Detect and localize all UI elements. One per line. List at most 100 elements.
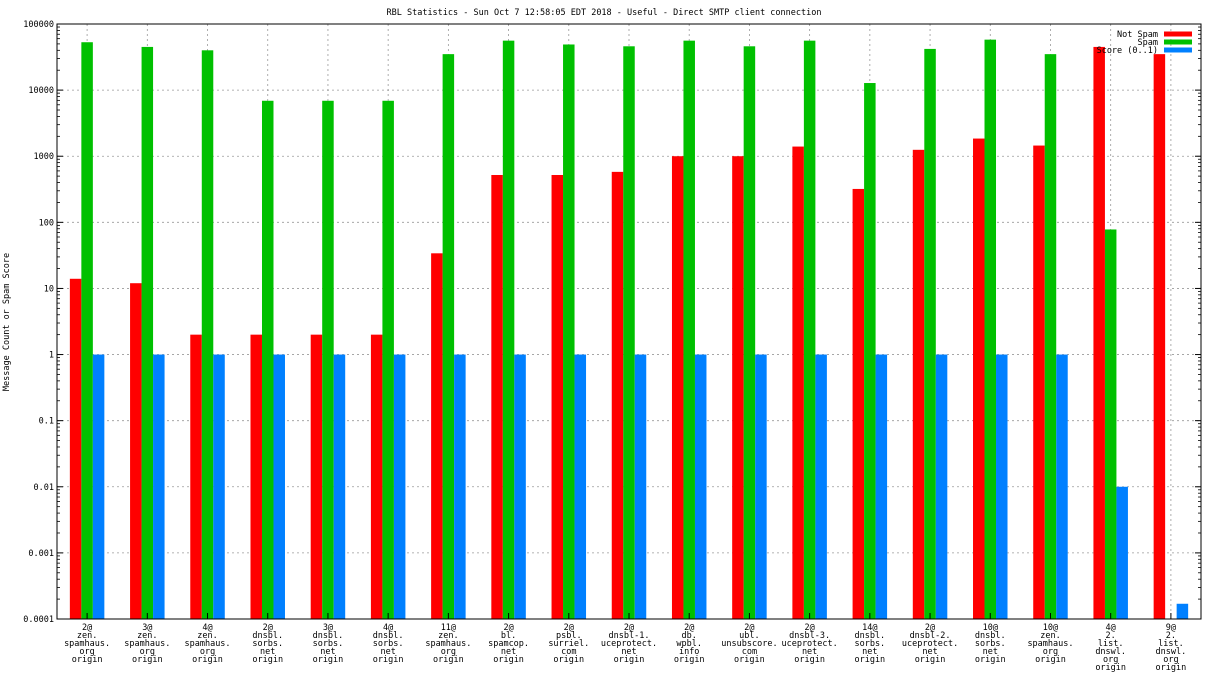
bars-group xyxy=(69,39,1189,620)
bar-spam xyxy=(322,100,334,620)
x-tick-label: 4@ 2. list. dnswl. org origin xyxy=(1095,623,1126,673)
x-tick-label-line: origin xyxy=(854,655,885,665)
x-tick-label-line: 9@ xyxy=(1166,623,1176,633)
bar-spam xyxy=(563,44,575,619)
bar-spam xyxy=(502,40,515,619)
x-tick-label-line: origin xyxy=(493,655,524,665)
bar-score-0-1 xyxy=(454,354,466,619)
x-tick-label-line: net xyxy=(862,647,877,657)
x-tick-label-line: origin xyxy=(553,655,584,665)
x-tick-label-line: spamhaus. xyxy=(425,639,471,649)
x-tick-label-line: 2@ xyxy=(503,623,513,633)
bar-score-0-1 xyxy=(634,354,647,619)
x-tick-label-line: 2@ xyxy=(624,623,634,633)
y-tick-label: 100000 xyxy=(23,20,54,30)
x-tick-label-line: com xyxy=(742,647,757,657)
x-tick-label-line: dnsbl. xyxy=(854,631,885,641)
x-tick-label-line: 2@ xyxy=(82,623,92,633)
x-tick-label-line: psbl. xyxy=(556,631,582,641)
x-tick-label-line: 2@ xyxy=(263,623,273,633)
x-tick-label-line: origin xyxy=(252,655,283,665)
bar-not-spam xyxy=(431,253,443,619)
bar-score-0-1 xyxy=(996,354,1008,619)
x-tick-label-line: 10@ xyxy=(1043,623,1058,633)
x-tick-label-line: spamhaus. xyxy=(1027,639,1073,649)
bar-spam xyxy=(623,46,635,619)
x-tick-label-line: origin xyxy=(373,655,404,665)
x-tick-label: 3@ zen. spamhaus. org origin xyxy=(124,623,170,665)
bar-score-0-1 xyxy=(273,354,285,619)
bar-score-0-1 xyxy=(153,354,165,619)
x-tick-label-line: origin xyxy=(192,655,223,665)
x-tick-label-line: 14@ xyxy=(862,623,877,633)
x-tick-label-line: zen. xyxy=(77,631,97,641)
x-tick-label-line: origin xyxy=(313,655,344,665)
y-tick-label: 10 xyxy=(44,284,54,294)
x-tick-label-line: zen. xyxy=(137,631,157,641)
bar-score-0-1 xyxy=(875,354,888,619)
bar-not-spam xyxy=(370,334,383,619)
bar-spam xyxy=(1104,229,1117,619)
x-tick-label-line: dnsbl-3. xyxy=(789,631,830,641)
bar-spam xyxy=(803,40,816,619)
y-tick-label: 100 xyxy=(39,218,54,228)
x-tick-label-line: 10@ xyxy=(983,623,998,633)
x-tick-label-line: 2. xyxy=(1106,631,1116,641)
x-tick-label-line: 2@ xyxy=(744,623,754,633)
x-tick-label: 2@ bl. spamcop. net origin xyxy=(488,623,529,665)
x-tick-label: 2@ db. wpbl. info origin xyxy=(674,623,705,665)
x-tick-label-line: zen. xyxy=(1040,631,1060,641)
bar-spam xyxy=(1044,54,1057,620)
x-tick-label-line: 3@ xyxy=(142,623,152,633)
x-tick-label-line: 3@ xyxy=(323,623,333,633)
x-tick-label-line: uceprotect. xyxy=(601,639,657,649)
x-tick-label-line: sorbs. xyxy=(252,639,283,649)
y-tick-label: 0.001 xyxy=(28,549,54,559)
x-tick-label-line: zen. xyxy=(197,631,217,641)
bar-spam xyxy=(141,46,154,619)
x-tick-label-line: surriel. xyxy=(548,639,589,649)
x-tick-label-line: spamcop. xyxy=(488,639,529,649)
bar-not-spam xyxy=(551,174,564,619)
x-tick-label: 4@ zen. spamhaus. org origin xyxy=(184,623,230,665)
x-tick-label-line: net xyxy=(380,647,395,657)
y-tick-label: 0.1 xyxy=(39,417,54,427)
x-tick-label-line: net xyxy=(802,647,817,657)
x-tick-label-line: org xyxy=(1103,655,1118,665)
x-tick-label-line: unsubscore. xyxy=(721,639,777,649)
x-tick-label: 10@ dnsbl. sorbs. net origin xyxy=(975,623,1006,665)
bar-spam xyxy=(261,100,274,620)
bar-score-0-1 xyxy=(1116,486,1128,619)
bar-spam xyxy=(924,48,936,619)
legend-swatch xyxy=(1164,47,1192,53)
x-tick-label-line: 2@ xyxy=(684,623,694,633)
bar-not-spam xyxy=(310,334,323,619)
x-tick-label-line: spamhaus. xyxy=(124,639,170,649)
x-tick-label-line: zen. xyxy=(438,631,458,641)
x-tick-label-line: origin xyxy=(915,655,946,665)
bar-not-spam xyxy=(190,334,202,619)
bar-score-0-1 xyxy=(755,354,767,619)
bar-not-spam xyxy=(69,278,82,619)
bar-spam xyxy=(201,50,214,620)
x-tick-label-line: ubl. xyxy=(739,631,759,641)
x-tick-label-line: dnsbl. xyxy=(975,631,1006,641)
x-tick-label: 14@ dnsbl. sorbs. net origin xyxy=(854,623,885,665)
x-tick-label-line: dnsbl-1. xyxy=(609,631,650,641)
x-tick-label-line: net xyxy=(983,647,998,657)
x-tick-label-line: net xyxy=(260,647,275,657)
bar-not-spam xyxy=(732,156,744,619)
legend-label: Not Spam xyxy=(1117,30,1158,40)
x-tick-label-line: origin xyxy=(1156,663,1187,673)
y-tick-label: 0.01 xyxy=(34,483,54,493)
x-tick-label-line: dnsbl. xyxy=(373,631,404,641)
bar-not-spam xyxy=(1033,145,1045,619)
x-tick-label-line: origin xyxy=(674,655,705,665)
x-tick-label-line: origin xyxy=(72,655,103,665)
x-tick-label-line: 4@ xyxy=(202,623,212,633)
x-tick-label-line: net xyxy=(320,647,335,657)
bar-spam xyxy=(743,46,756,619)
x-tick-label-line: bl. xyxy=(501,631,516,641)
